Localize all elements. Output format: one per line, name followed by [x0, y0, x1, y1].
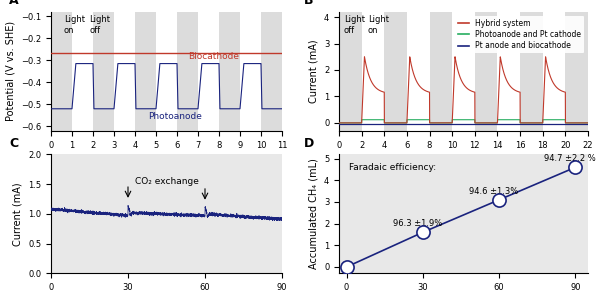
Text: Biocathode: Biocathode	[188, 52, 239, 61]
Point	[342, 265, 352, 269]
Text: Light
off: Light off	[89, 15, 110, 35]
Bar	[261, 12, 282, 131]
Bar	[362, 12, 384, 131]
Bar	[135, 12, 156, 131]
Text: Light
off: Light off	[344, 15, 365, 35]
Text: C: C	[10, 137, 19, 150]
Text: Light
on: Light on	[368, 15, 389, 35]
Bar	[51, 12, 72, 131]
Text: B: B	[304, 0, 314, 7]
Bar	[240, 12, 261, 131]
Bar	[114, 12, 135, 131]
Legend: Hybrid system, Photoanode and Pt cathode, Pt anode and biocathode: Hybrid system, Photoanode and Pt cathode…	[455, 16, 584, 53]
Point	[571, 165, 580, 170]
Text: CO₂ exchange: CO₂ exchange	[134, 177, 199, 186]
Bar	[339, 12, 362, 131]
Bar	[497, 12, 520, 131]
Y-axis label: Current (mA): Current (mA)	[13, 182, 23, 246]
Bar	[520, 12, 543, 131]
Text: Photoanode: Photoanode	[148, 112, 202, 121]
Text: 96.3 ±1.9%: 96.3 ±1.9%	[393, 219, 442, 228]
Text: 94.7 ±2.2 %: 94.7 ±2.2 %	[544, 154, 596, 163]
Point	[418, 230, 428, 235]
Bar	[543, 12, 565, 131]
X-axis label: Time (min): Time (min)	[140, 155, 193, 165]
Text: D: D	[304, 137, 314, 150]
Text: Light
on: Light on	[64, 15, 85, 35]
Bar	[565, 12, 588, 131]
Bar	[156, 12, 177, 131]
Bar	[177, 12, 198, 131]
Y-axis label: Accumulated CH₄ (mL): Accumulated CH₄ (mL)	[308, 158, 319, 269]
Y-axis label: Potential (V vs. SHE): Potential (V vs. SHE)	[5, 21, 16, 121]
Bar	[384, 12, 407, 131]
Bar	[198, 12, 219, 131]
X-axis label: Time (min): Time (min)	[437, 155, 490, 165]
Bar	[452, 12, 475, 131]
Y-axis label: Current (mA): Current (mA)	[308, 39, 319, 103]
Text: A: A	[10, 0, 19, 7]
Bar	[430, 12, 452, 131]
Point	[494, 198, 504, 202]
Bar	[475, 12, 497, 131]
Bar	[407, 12, 430, 131]
Bar	[93, 12, 114, 131]
Text: 94.6 ±1.3%: 94.6 ±1.3%	[469, 187, 518, 196]
Bar	[219, 12, 240, 131]
Text: Faradaic efficiency:: Faradaic efficiency:	[349, 163, 436, 172]
Bar	[72, 12, 93, 131]
